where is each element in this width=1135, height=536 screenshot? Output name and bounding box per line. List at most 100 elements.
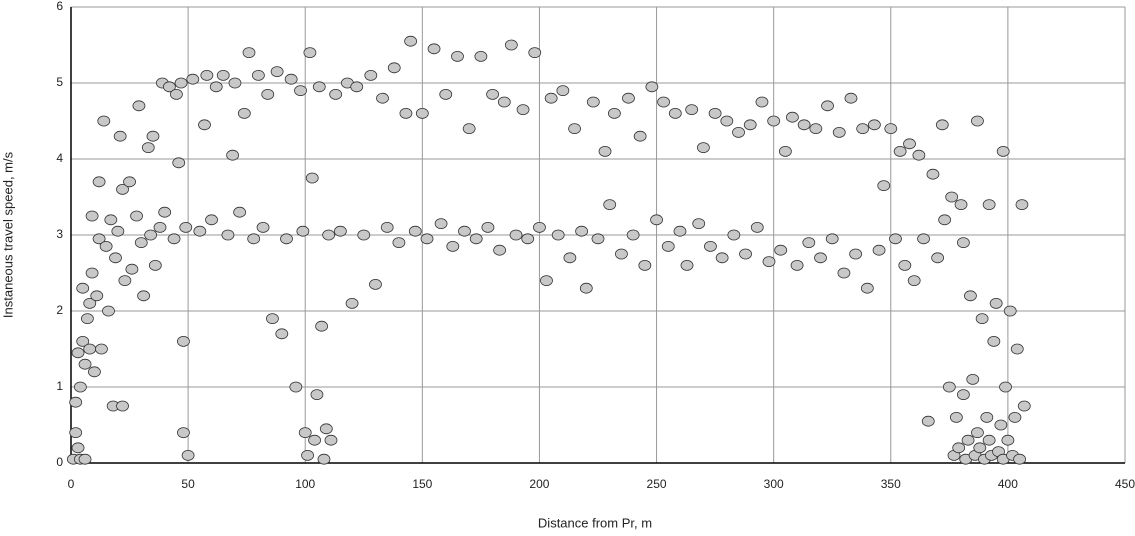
point: [439, 89, 453, 100]
x-tick-label: 300: [764, 477, 784, 491]
point: [427, 43, 441, 55]
point: [172, 157, 186, 169]
point: [921, 415, 935, 427]
point: [462, 123, 476, 135]
point: [971, 427, 984, 439]
point: [141, 142, 155, 154]
point: [111, 225, 125, 237]
point: [516, 104, 530, 115]
point: [898, 259, 912, 271]
point: [261, 89, 275, 100]
point: [125, 263, 139, 275]
point: [71, 442, 85, 454]
point: [148, 259, 162, 271]
point: [85, 267, 99, 279]
point: [680, 259, 694, 271]
point: [1008, 411, 1022, 423]
point: [966, 373, 980, 385]
point: [945, 191, 959, 203]
point: [392, 237, 406, 249]
point: [324, 434, 338, 446]
point: [844, 92, 858, 104]
point: [952, 442, 966, 454]
point: [907, 275, 921, 287]
point: [832, 126, 846, 138]
point: [704, 240, 717, 252]
point: [275, 328, 289, 340]
point: [289, 381, 303, 393]
point: [591, 233, 605, 245]
point: [931, 252, 945, 264]
point: [837, 267, 851, 279]
point: [270, 66, 284, 77]
point: [256, 221, 270, 233]
point: [315, 320, 329, 332]
point: [964, 290, 977, 302]
point: [408, 225, 422, 237]
point: [971, 115, 984, 127]
point: [357, 229, 371, 241]
point: [216, 70, 230, 81]
point: [130, 210, 143, 222]
point: [451, 51, 464, 62]
point: [200, 70, 214, 81]
point: [317, 453, 331, 465]
y-tick-label: 3: [56, 227, 63, 241]
point: [298, 427, 312, 439]
point: [69, 396, 83, 408]
point: [104, 214, 118, 226]
point: [903, 138, 916, 150]
point: [615, 248, 628, 260]
point: [95, 343, 108, 355]
point: [69, 427, 83, 439]
point: [303, 47, 317, 58]
point: [80, 313, 94, 325]
x-tick-label: 150: [412, 477, 432, 491]
point: [697, 142, 710, 154]
point: [102, 305, 115, 317]
x-tick-label: 100: [295, 477, 315, 491]
point: [294, 85, 307, 96]
point: [497, 96, 511, 108]
point: [579, 282, 593, 294]
point: [132, 100, 146, 112]
point: [638, 259, 652, 271]
point: [739, 248, 752, 260]
point: [251, 70, 265, 81]
point: [980, 411, 994, 423]
point: [333, 225, 347, 237]
point: [540, 275, 553, 287]
point: [109, 252, 122, 264]
point: [999, 381, 1012, 393]
point: [750, 221, 764, 233]
point: [568, 123, 581, 135]
point: [404, 35, 418, 47]
point: [92, 233, 106, 245]
point: [504, 39, 518, 51]
point: [284, 73, 298, 85]
point: [767, 115, 781, 127]
point: [762, 256, 776, 268]
point: [186, 73, 200, 85]
point: [481, 221, 495, 233]
point: [860, 282, 874, 294]
point: [146, 130, 160, 142]
point: [1017, 400, 1031, 412]
x-tick-label: 50: [181, 477, 195, 491]
point: [521, 233, 535, 245]
point: [415, 108, 429, 119]
point: [181, 449, 195, 461]
point: [856, 123, 870, 135]
point: [301, 449, 314, 461]
point: [692, 218, 706, 230]
x-axis-title: Distance from Pr, m: [538, 515, 652, 530]
x-tick-label: 350: [881, 477, 901, 491]
point: [144, 229, 158, 241]
point: [123, 176, 136, 188]
point: [458, 225, 471, 237]
point: [598, 145, 612, 157]
point: [174, 77, 188, 89]
point: [633, 130, 647, 142]
point: [673, 225, 687, 237]
point: [727, 229, 741, 241]
